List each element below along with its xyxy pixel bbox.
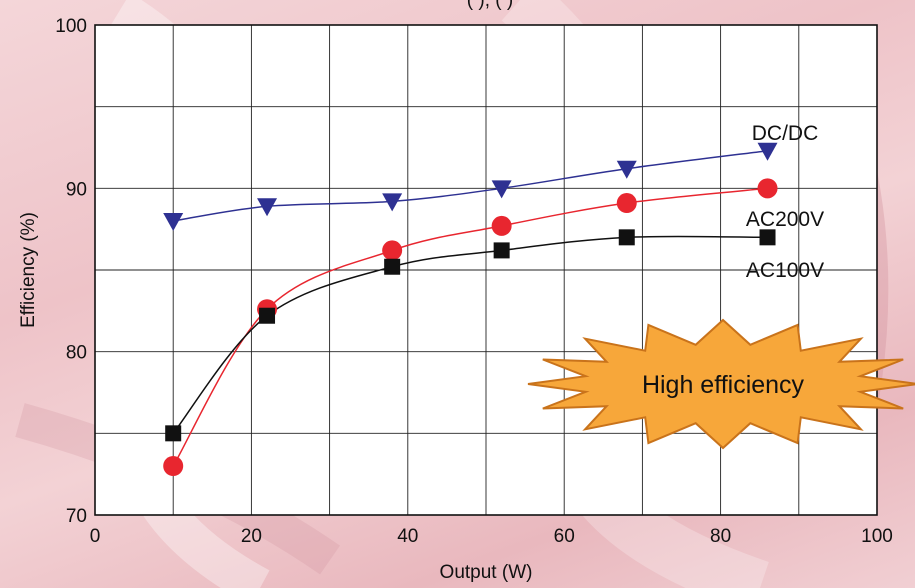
chart-title-fragment: ( ), ( ) xyxy=(467,0,513,11)
x-tick-label: 20 xyxy=(241,526,262,547)
data-point xyxy=(384,258,401,275)
data-point xyxy=(259,307,276,324)
plot-frame xyxy=(94,24,878,516)
y-tick-label: 80 xyxy=(66,343,87,364)
x-tick-label: 80 xyxy=(710,526,731,547)
data-point xyxy=(616,193,637,214)
data-point xyxy=(165,425,182,442)
series-labels: DC/DC AC200V AC100V xyxy=(746,122,824,282)
top-title-fragment-wrap: ( ), ( ) xyxy=(467,0,513,11)
y-tick-labels: 70 80 90 100 xyxy=(55,16,87,527)
x-tick-label: 0 xyxy=(90,526,101,547)
data-point xyxy=(163,213,184,231)
data-point xyxy=(491,215,512,236)
series-label: AC100V xyxy=(746,259,824,282)
x-tick-label: 40 xyxy=(397,526,418,547)
grid-lines xyxy=(95,25,877,515)
data-point xyxy=(163,456,184,476)
high-efficiency-burst: High efficiency xyxy=(527,318,915,450)
x-axis-title: Output (W) xyxy=(440,562,533,583)
data-point xyxy=(757,142,778,161)
data-point xyxy=(757,178,778,199)
series-label: DC/DC xyxy=(752,122,819,145)
starburst-shape xyxy=(527,318,915,450)
y-axis-title: Efficiency (%) xyxy=(18,212,39,328)
y-tick-label: 70 xyxy=(66,506,87,527)
data-point xyxy=(382,193,403,212)
series-label: AC200V xyxy=(746,208,824,231)
data-point xyxy=(491,180,512,199)
data-point xyxy=(759,229,776,246)
data-point xyxy=(616,160,637,179)
x-tick-label: 60 xyxy=(554,526,575,547)
high-efficiency-label: High efficiency xyxy=(642,371,805,399)
data-point xyxy=(493,242,510,259)
data-point xyxy=(257,198,278,217)
series-line xyxy=(172,235,768,434)
y-tick-label: 90 xyxy=(66,179,87,200)
series-line xyxy=(172,187,768,467)
data-point xyxy=(618,229,635,246)
data-point xyxy=(382,240,403,261)
x-tick-labels: 0 20 40 60 80 100 xyxy=(90,526,893,547)
x-tick-label: 100 xyxy=(861,526,893,547)
series-markers xyxy=(163,142,778,476)
y-tick-label: 100 xyxy=(55,16,87,37)
